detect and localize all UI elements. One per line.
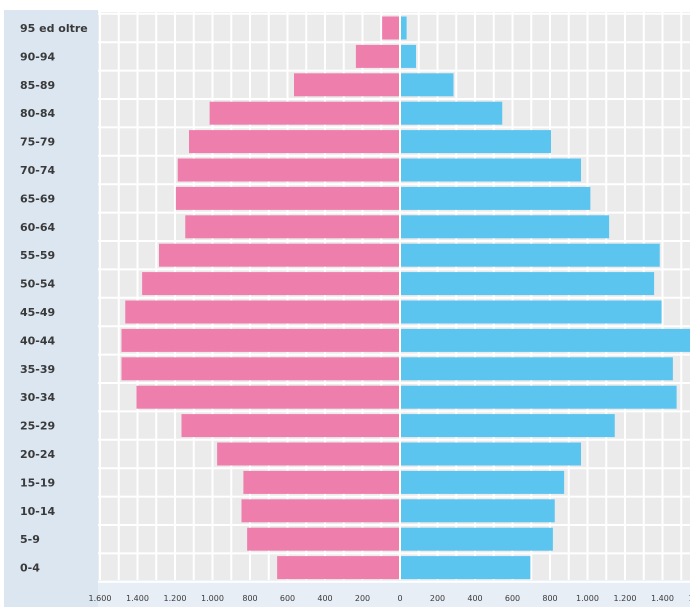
bar-left — [125, 300, 399, 324]
bar-right — [401, 130, 551, 154]
category-label: 90-94 — [20, 50, 56, 63]
bar-left — [177, 158, 399, 182]
x-tick-label: 1.000 — [201, 594, 224, 603]
bar-right — [401, 44, 416, 68]
category-label-panel — [4, 10, 98, 607]
x-tick-label: 1.600 — [689, 594, 690, 603]
bar-left — [294, 73, 399, 97]
bar-right — [401, 300, 662, 324]
bar-left — [209, 101, 399, 125]
bar-right — [401, 186, 591, 210]
category-label: 40-44 — [20, 334, 56, 347]
x-tick-label: 1.400 — [651, 594, 674, 603]
category-label: 50-54 — [20, 278, 56, 291]
category-label: 75-79 — [20, 136, 55, 149]
category-label: 60-64 — [20, 221, 56, 234]
x-tick-label: 400 — [467, 594, 482, 603]
x-axis-panel — [98, 580, 690, 607]
plot-area — [98, 12, 690, 580]
bar-left — [382, 16, 399, 40]
category-label: 5-9 — [20, 533, 40, 546]
bar-left — [277, 556, 399, 580]
category-label: 35-39 — [20, 363, 55, 376]
bar-left — [136, 385, 399, 409]
bar-right — [401, 414, 615, 438]
bar-left — [189, 130, 399, 154]
x-tick-label: 1.400 — [126, 594, 149, 603]
category-label: 65-69 — [20, 192, 55, 205]
category-label: 85-89 — [20, 79, 55, 92]
bar-right — [401, 101, 503, 125]
bar-right — [401, 442, 581, 466]
bar-left — [217, 442, 399, 466]
x-tick-label: 200 — [430, 594, 445, 603]
bar-left — [243, 470, 399, 494]
bar-right — [401, 243, 660, 267]
category-label: 45-49 — [20, 306, 55, 319]
bar-left — [121, 328, 399, 352]
category-label: 70-74 — [20, 164, 56, 177]
x-tick-label: 1.000 — [576, 594, 599, 603]
bar-left — [175, 186, 399, 210]
bar-right — [401, 499, 555, 523]
bar-right — [401, 470, 565, 494]
bar-left — [121, 357, 399, 381]
x-tick-label: 200 — [355, 594, 370, 603]
category-label: 95 ed oltre — [20, 22, 88, 35]
bar-right — [401, 328, 690, 352]
category-label: 30-34 — [20, 391, 56, 404]
category-label: 20-24 — [20, 448, 56, 461]
x-tick-label: 400 — [317, 594, 332, 603]
category-label: 80-84 — [20, 107, 56, 120]
x-tick-label: 1.200 — [164, 594, 187, 603]
x-tick-label: 1.200 — [614, 594, 637, 603]
x-tick-label: 0 — [397, 594, 402, 603]
bar-right — [401, 16, 407, 40]
bar-left — [241, 499, 399, 523]
category-label: 25-29 — [20, 420, 55, 433]
x-tick-label: 600 — [280, 594, 295, 603]
bar-right — [401, 357, 673, 381]
bar-left — [247, 527, 399, 551]
category-label: 10-14 — [20, 505, 56, 518]
bar-right — [401, 385, 677, 409]
bar-left — [185, 215, 399, 239]
category-label: 15-19 — [20, 476, 55, 489]
bar-right — [401, 73, 454, 97]
category-label: 55-59 — [20, 249, 55, 262]
bar-left — [159, 243, 399, 267]
x-tick-label: 600 — [505, 594, 520, 603]
x-tick-label: 800 — [542, 594, 557, 603]
x-tick-label: 1.600 — [89, 594, 112, 603]
bar-left — [181, 414, 399, 438]
bar-right — [401, 556, 531, 580]
bar-left — [142, 272, 399, 296]
category-label: 0-4 — [20, 562, 40, 575]
bar-right — [401, 215, 610, 239]
bar-right — [401, 272, 655, 296]
x-tick-label: 800 — [242, 594, 257, 603]
bar-left — [355, 44, 399, 68]
bar-right — [401, 527, 553, 551]
bar-right — [401, 158, 581, 182]
